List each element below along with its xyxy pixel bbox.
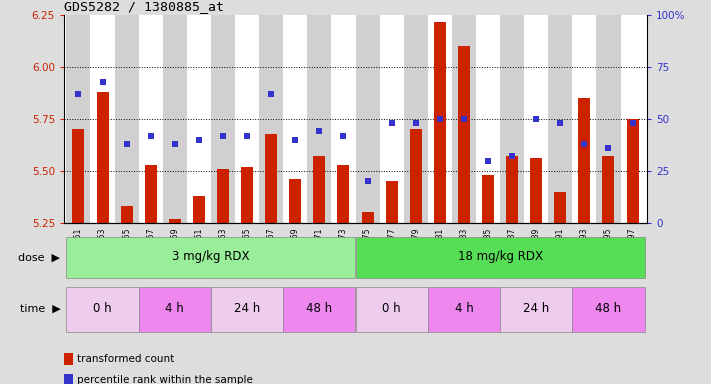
Bar — [404, 15, 428, 223]
Bar — [452, 15, 476, 223]
Text: transformed count: transformed count — [77, 354, 174, 364]
Text: 4 h: 4 h — [166, 301, 184, 314]
Bar — [283, 15, 307, 223]
Bar — [356, 286, 428, 331]
Point — [314, 128, 325, 134]
Text: 0 h: 0 h — [93, 301, 112, 314]
Text: percentile rank within the sample: percentile rank within the sample — [77, 375, 252, 384]
Point — [218, 132, 229, 139]
Bar — [434, 22, 446, 223]
Bar — [187, 15, 211, 223]
Point — [458, 116, 469, 122]
Text: 3 mg/kg RDX: 3 mg/kg RDX — [172, 250, 250, 263]
Bar — [500, 286, 572, 331]
Bar — [289, 179, 301, 223]
Bar — [211, 15, 235, 223]
Bar — [66, 15, 90, 223]
Point — [242, 132, 253, 139]
Bar — [217, 169, 229, 223]
Point — [530, 116, 542, 122]
Bar — [602, 156, 614, 223]
Point — [289, 137, 301, 143]
Bar — [506, 156, 518, 223]
Point — [434, 116, 446, 122]
Bar — [530, 159, 542, 223]
Bar — [597, 15, 621, 223]
Bar — [356, 15, 380, 223]
Point — [169, 141, 181, 147]
Bar — [241, 167, 253, 223]
Bar — [380, 15, 404, 223]
Text: 48 h: 48 h — [306, 301, 333, 314]
Point — [193, 137, 205, 143]
Bar — [265, 134, 277, 223]
Bar — [428, 15, 452, 223]
Point — [73, 91, 84, 97]
Bar — [410, 129, 422, 223]
Bar — [145, 165, 156, 223]
Bar — [428, 286, 500, 331]
Point — [603, 145, 614, 151]
Bar — [555, 192, 566, 223]
Point — [121, 141, 132, 147]
Bar — [482, 175, 494, 223]
Bar — [211, 286, 283, 331]
Text: 4 h: 4 h — [454, 301, 474, 314]
Bar — [139, 286, 211, 331]
Bar — [385, 181, 397, 223]
Bar — [90, 15, 114, 223]
Bar — [572, 15, 597, 223]
Text: dose  ▶: dose ▶ — [18, 252, 60, 262]
Text: time  ▶: time ▶ — [20, 304, 60, 314]
Bar — [66, 286, 139, 331]
Bar — [331, 15, 356, 223]
Point — [338, 132, 349, 139]
Bar — [139, 15, 163, 223]
Text: 0 h: 0 h — [383, 301, 401, 314]
Bar — [259, 15, 283, 223]
Bar — [361, 212, 373, 223]
Bar — [314, 156, 326, 223]
Point — [265, 91, 277, 97]
Bar — [169, 218, 181, 223]
Bar — [307, 15, 331, 223]
Point — [362, 178, 373, 184]
Point — [579, 141, 590, 147]
Point — [555, 120, 566, 126]
Bar — [572, 286, 645, 331]
Bar — [163, 15, 187, 223]
Bar — [121, 206, 133, 223]
Bar — [66, 237, 356, 278]
Bar — [97, 92, 109, 223]
Point — [97, 79, 108, 85]
Point — [506, 153, 518, 159]
Bar — [458, 46, 470, 223]
Bar — [338, 165, 350, 223]
Text: 24 h: 24 h — [234, 301, 260, 314]
Bar — [626, 119, 638, 223]
Text: 48 h: 48 h — [595, 301, 621, 314]
Text: GDS5282 / 1380885_at: GDS5282 / 1380885_at — [64, 0, 224, 13]
Text: 24 h: 24 h — [523, 301, 550, 314]
Bar — [114, 15, 139, 223]
Point — [627, 120, 638, 126]
Text: 18 mg/kg RDX: 18 mg/kg RDX — [458, 250, 542, 263]
Bar — [524, 15, 548, 223]
Point — [482, 157, 493, 164]
Point — [386, 120, 397, 126]
Bar — [500, 15, 524, 223]
Bar — [476, 15, 500, 223]
Bar — [235, 15, 259, 223]
Bar — [73, 129, 85, 223]
Bar — [578, 98, 590, 223]
Bar — [621, 15, 645, 223]
Point — [145, 132, 156, 139]
Bar — [283, 286, 356, 331]
Bar — [548, 15, 572, 223]
Bar — [356, 237, 645, 278]
Point — [410, 120, 422, 126]
Bar — [193, 196, 205, 223]
